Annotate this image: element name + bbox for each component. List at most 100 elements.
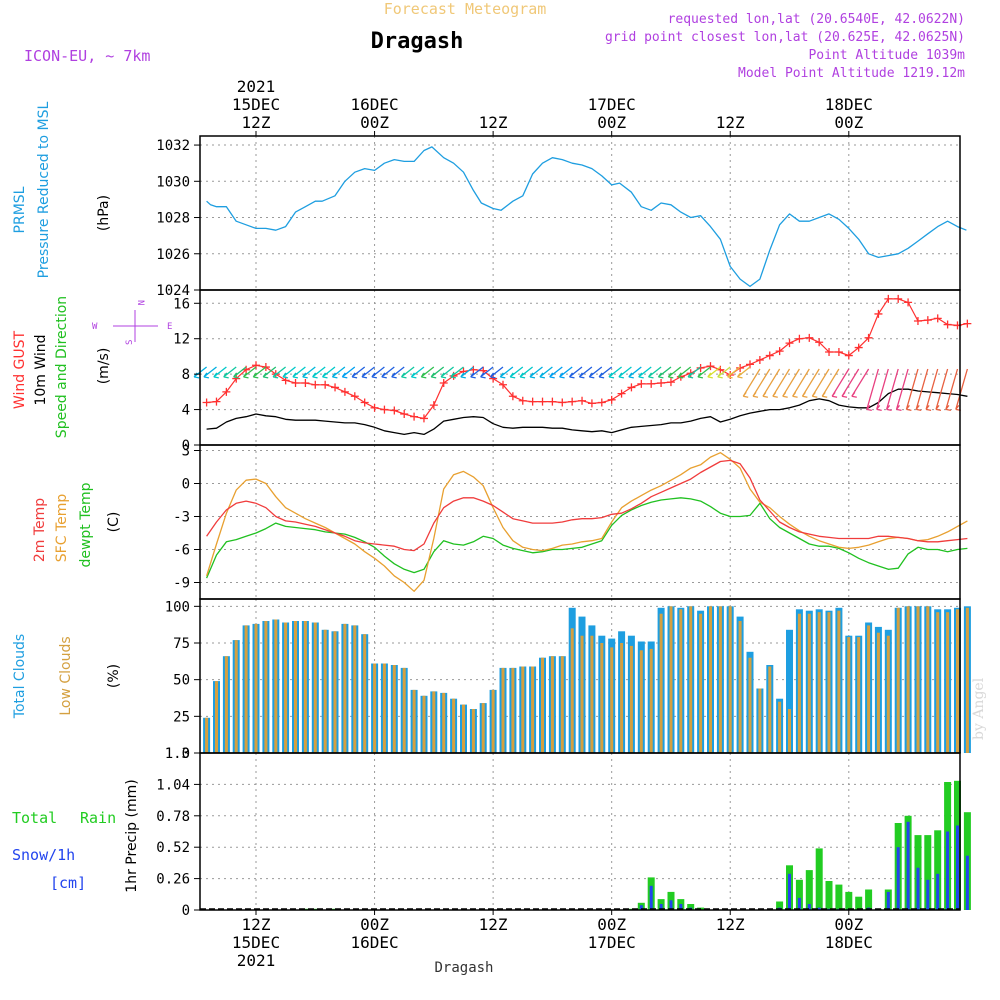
ytick-label-wind-4: 16 [173,296,190,312]
low-cloud-bar-62 [817,612,821,753]
wind-barb-57 [752,368,771,398]
gust-marker-61 [805,333,814,342]
gust-marker-77 [963,319,972,328]
compass-e: E [167,322,172,332]
gust-marker-22 [419,414,428,423]
wind-barb-70 [885,368,899,412]
low-cloud-bar-27 [471,709,475,753]
low-cloud-bar-26 [462,704,465,753]
ytick-label-temperature-1: -6 [173,543,190,559]
wind-barb-20 [391,366,405,379]
gust-marker-13 [331,383,340,392]
gust-marker-64 [834,348,843,356]
wind-barb-44 [628,366,642,379]
snow-bar-46 [659,904,663,910]
gust-marker-5 [252,361,260,370]
rain-bar-62 [815,848,823,910]
gust-marker-17 [370,403,379,412]
gust-marker-24 [439,379,448,387]
bottom-time-label-0-1: 15DEC [232,933,280,952]
gust-marker-51 [706,362,715,371]
snow-bar-59 [788,873,791,910]
low-cloud-bar-49 [689,606,693,753]
temp-unit: (C) [106,512,122,533]
ytick-label-precip-1: 0.26 [156,872,190,888]
ytick-label-wind-3: 12 [173,332,190,348]
total-clouds-label: Total Clouds [12,634,28,719]
compass-w: W [92,322,98,332]
snow-bar-62 [817,907,821,910]
rain-bar-65 [845,891,853,910]
rain-bar-60 [795,879,803,910]
top-time-label-5-1: 00Z [834,113,863,132]
wind-barb-12 [312,366,326,379]
low-cloud-bar-35 [550,656,554,753]
wind-barb-37 [559,366,573,379]
gust-marker-44 [637,379,646,388]
low-cloud-bar-59 [788,709,791,753]
ytick-label-precip-2: 0.52 [156,840,190,856]
wind-barb-6 [252,366,267,379]
low-cloud-bar-56 [758,688,762,753]
snow-bar-69 [886,891,890,910]
frame-layer [199,135,961,911]
wind-barb-60 [782,368,800,398]
low-cloud-bar-16 [363,634,367,753]
ytick-label-wind-0: 0 [182,438,190,454]
wind-barb-64 [821,368,840,398]
low-cloud-bar-60 [797,613,801,753]
wind-barb-13 [321,366,336,379]
ytick-label-pressure-3: 1030 [156,174,190,190]
wind-barb-27 [460,366,474,379]
wind-barb-21 [400,366,415,379]
low-cloud-bar-41 [610,647,614,753]
gust-marker-34 [538,397,547,406]
wind-barb-11 [302,366,316,379]
low-cloud-bar-29 [491,689,495,753]
gust-marker-23 [429,401,438,410]
wind-barb-7 [262,366,277,379]
pressure-unit: (hPa) [96,195,112,231]
bottom-time-label-0-0: 12Z [242,915,271,934]
wind-barb-61 [792,368,810,398]
gust-marker-30 [499,380,507,389]
bottom-time-label-3-0: 00Z [597,915,626,934]
wind-barb-56 [742,368,761,398]
wind-barb-66 [841,368,860,398]
rain-bar-64 [835,884,843,910]
snow-bar-72 [916,867,920,910]
snow-bar-74 [936,873,940,910]
wind-barb-54 [727,366,741,379]
wind-barb-48 [667,366,682,379]
gust-marker-57 [765,351,774,360]
low-cloud-bar-69 [886,635,890,753]
low-cloud-bar-42 [620,643,624,753]
gust-marker-16 [360,398,369,407]
compass-n: N [135,300,145,305]
gust-marker-35 [548,397,557,406]
wind-barb-65 [831,368,850,398]
low-cloud-bar-8 [284,622,288,753]
low-cloud-bar-38 [580,635,584,753]
gust-marker-21 [410,412,419,421]
ytick-label-pressure-0: 1024 [156,283,190,299]
low-cloud-bar-65 [847,637,851,753]
wind-barb-22 [410,366,425,379]
gust-marker-73 [923,316,932,325]
low-cloud-bar-36 [560,656,564,753]
wind-barb-35 [539,366,553,379]
gust-marker-12 [321,380,330,389]
bottom-time-label-5-1: 18DEC [825,933,873,952]
low-cloud-bar-48 [679,609,683,753]
top-time-label-4-0: 12Z [716,113,745,132]
gust-marker-3 [232,374,241,383]
wind-barb-40 [588,366,603,379]
ytick-label-clouds-1: 25 [173,709,190,725]
ytick-label-temperature-4: 3 [182,444,190,460]
rain-bar-63 [825,881,833,910]
wind-barb-2 [213,366,227,379]
wind-barb-73 [915,368,929,412]
low-cloud-bar-44 [639,650,643,753]
low-cloud-bar-33 [531,666,535,753]
gust-marker-66 [854,343,863,352]
